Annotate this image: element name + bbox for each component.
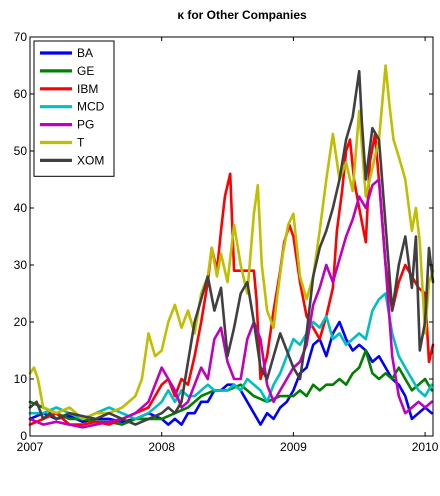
legend: BA GE IBM MCD PG T XOM (33, 40, 115, 177)
series-line-ge (28, 349, 433, 426)
y-tick-label: 60 (14, 87, 28, 101)
legend-label-ibm: IBM (77, 82, 98, 96)
series-layer (28, 64, 435, 429)
legend-label-mcd: MCD (77, 100, 105, 114)
plot-frame (29, 36, 434, 437)
y-tick-label: 0 (20, 429, 27, 443)
x-tick-label: 2007 (17, 440, 44, 454)
legend-label-pg: PG (77, 118, 94, 132)
chart-title: κ for Other Companies (177, 8, 307, 22)
legend-label-ge: GE (77, 64, 94, 78)
legend-label-ba: BA (77, 46, 93, 60)
series-line-ibm (28, 132, 435, 426)
legend-label-xom: XOM (77, 153, 104, 167)
series-line-mcd (28, 292, 433, 421)
x-tick-label: 2009 (280, 440, 307, 454)
series-line-t (28, 64, 435, 421)
y-tick-label: 40 (14, 201, 28, 215)
y-tick-label: 30 (14, 258, 28, 272)
y-tick-label: 70 (14, 30, 28, 44)
x-tick-label: 2010 (412, 440, 439, 454)
legend-box (33, 40, 115, 177)
series-line-pg (28, 178, 433, 429)
y-tick-label: 50 (14, 144, 28, 158)
x-tick-label: 2008 (148, 440, 175, 454)
ticks-layer: 2007 2008 2009 2010 0 10 20 30 40 50 60 70 (14, 30, 439, 454)
y-tick-label: 10 (14, 372, 28, 386)
series-line-xom (28, 69, 435, 426)
legend-label-t: T (77, 136, 85, 150)
y-tick-label: 20 (14, 315, 28, 329)
